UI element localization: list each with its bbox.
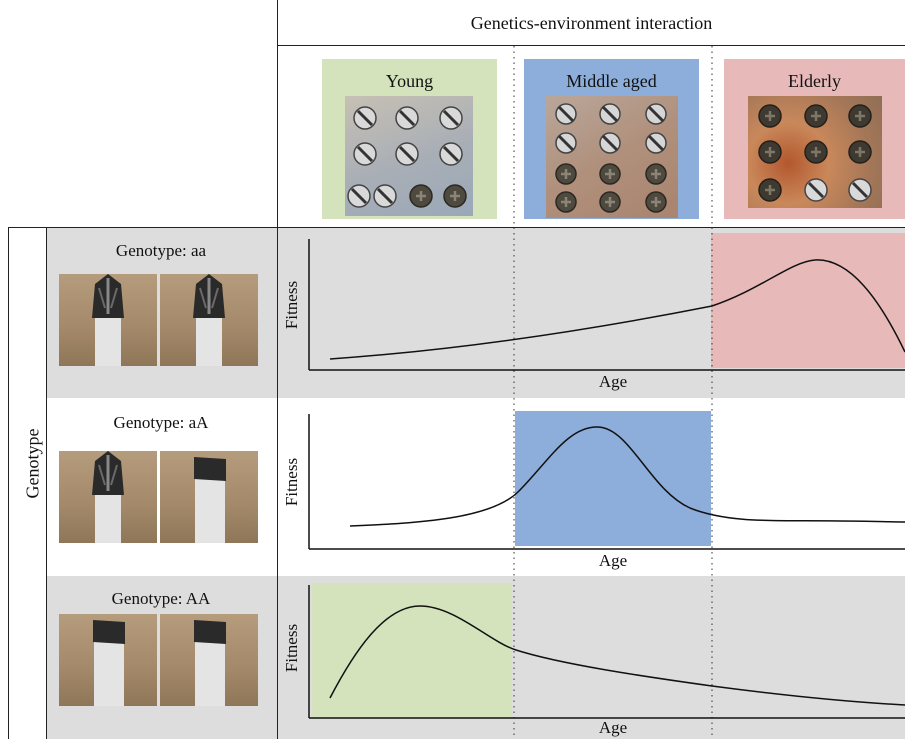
xlabel-aa: Age: [598, 372, 628, 391]
stage-label-middle-aged: Middle aged: [566, 71, 657, 91]
stage-young: Young: [322, 59, 497, 219]
header-bottom-rule: [8, 227, 905, 228]
genotype-label-aa: Genotype: aa: [115, 241, 207, 260]
ylabel-aA: Fitness: [282, 457, 301, 507]
photo-phillips-tip: [59, 451, 157, 543]
photo-phillips-tip: [59, 274, 157, 366]
photo-flat-tip: [59, 614, 157, 706]
ylabel-AA: Fitness: [282, 623, 301, 673]
xlabel-aA: Age: [598, 551, 628, 570]
genotype-column-frame: [8, 227, 9, 739]
stage-label-elderly: Elderly: [788, 71, 841, 91]
photo-flat-tip: [160, 614, 258, 706]
screw-grid-middle-aged: [555, 103, 667, 213]
screw-tile-elderly: [748, 96, 882, 208]
highlight-young-AA: [312, 583, 512, 718]
fitness-curve-aA: [349, 426, 905, 527]
stage-middle-aged: Middle aged: [524, 59, 699, 219]
screw-tile-middle-aged: [546, 96, 678, 218]
fitness-curve-AA: [329, 605, 905, 706]
ylabel-aa: Fitness: [282, 280, 301, 330]
stage-elderly: Elderly: [724, 59, 905, 219]
screw-grid-young: [347, 106, 467, 208]
genotype-label-AA: Genotype: AA: [111, 589, 211, 608]
photo-phillips-tip: [160, 274, 258, 366]
photo-flat-tip: [160, 451, 258, 543]
xlabel-AA: Age: [598, 718, 628, 737]
panel-divider: [277, 227, 278, 739]
genotype-column-divider: [46, 227, 47, 739]
screw-tile-young: [345, 96, 473, 216]
header-title: Genetics-environment interaction: [470, 13, 713, 33]
highlight-elderly-aa: [711, 233, 905, 368]
header-frame: [277, 0, 905, 228]
screw-grid-elderly: [758, 104, 872, 202]
stage-label-young: Young: [385, 71, 434, 91]
highlight-middle-aA: [515, 411, 711, 546]
fitness-curve-aa: [329, 259, 905, 360]
header-title-rule: [277, 45, 905, 46]
genotype-label-aA: Genotype: aA: [113, 413, 209, 432]
